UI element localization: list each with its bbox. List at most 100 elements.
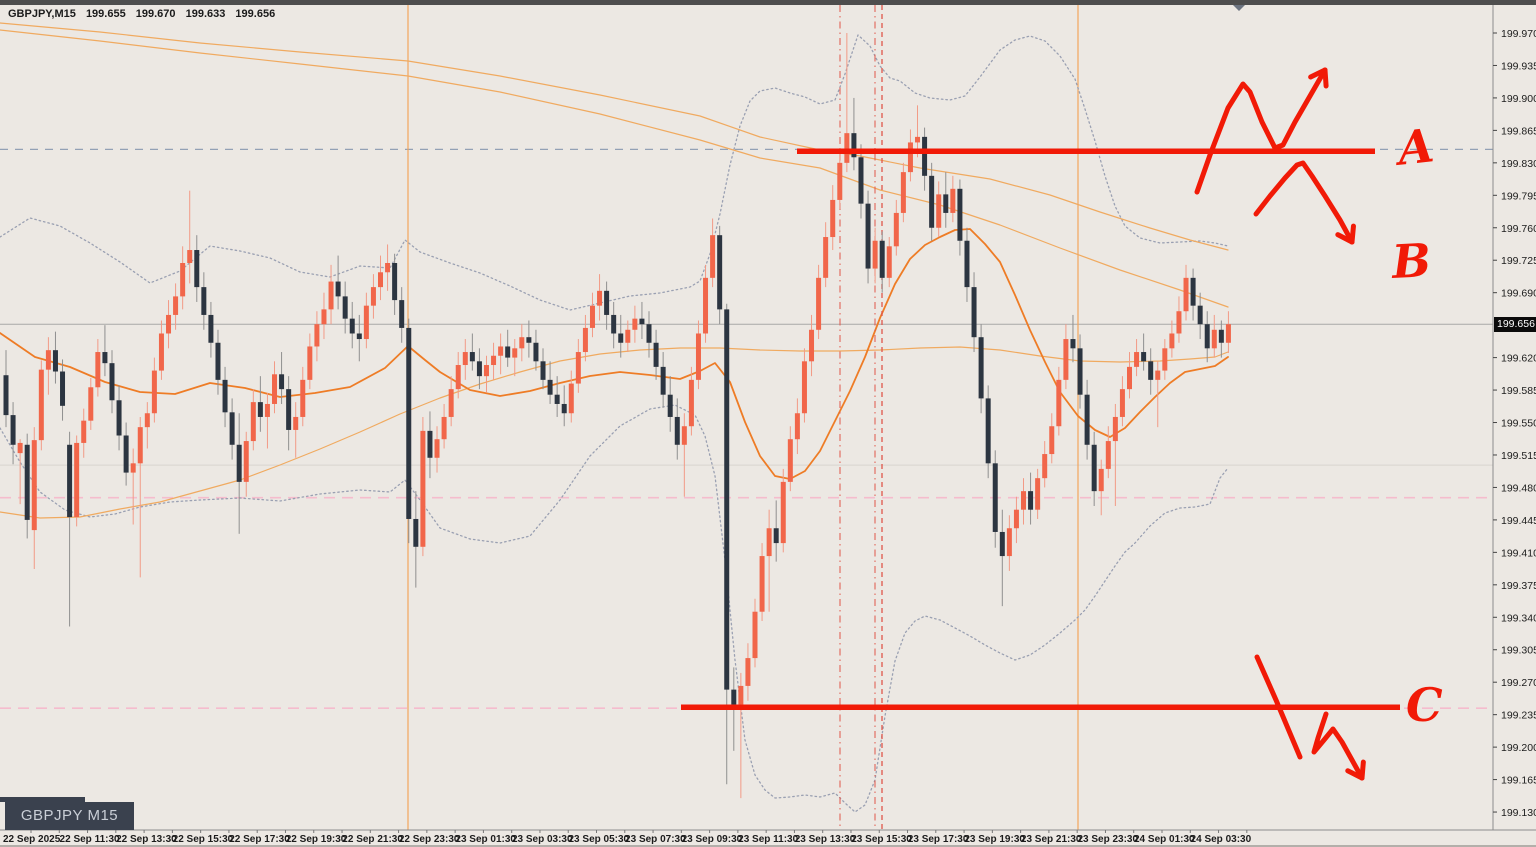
- candle-body: [766, 528, 772, 557]
- candle-body: [1225, 324, 1231, 343]
- candle-body: [816, 277, 822, 330]
- candle-body: [130, 463, 136, 473]
- candle-body: [10, 415, 16, 445]
- candle-body: [74, 442, 80, 518]
- price-tick-label: 199.305: [1501, 645, 1536, 657]
- price-tick-label: 199.200: [1501, 742, 1536, 754]
- candle-body: [653, 342, 659, 367]
- candle-body: [342, 296, 348, 319]
- price-tick-label: 199.690: [1501, 288, 1536, 300]
- candle-body: [794, 413, 800, 440]
- candle-body: [858, 157, 864, 204]
- candle-body: [929, 175, 935, 228]
- candle-body: [1063, 339, 1069, 380]
- candle-body: [604, 290, 610, 315]
- zigzag-up-arrow[interactable]: [1194, 67, 1328, 195]
- candle-body: [17, 442, 23, 454]
- candle-body: [830, 199, 836, 238]
- price-tick-label: 199.970: [1501, 28, 1536, 40]
- candle-body: [1105, 441, 1111, 469]
- candle-body: [448, 389, 454, 417]
- candle-body: [886, 246, 892, 278]
- candle-body: [158, 333, 164, 371]
- ma-slow2-line: [0, 29, 1229, 308]
- candle-body: [491, 355, 497, 366]
- candle-body: [300, 379, 306, 417]
- candle-body: [893, 212, 899, 247]
- candle-body: [293, 416, 299, 430]
- candle-body: [745, 658, 751, 686]
- time-axis-label: 22 Sep 13:30: [116, 834, 177, 845]
- candle-body: [1155, 370, 1161, 380]
- candle-body: [31, 440, 37, 531]
- candle-body: [434, 439, 440, 458]
- annotation-letter-b[interactable]: B: [1390, 233, 1433, 289]
- candle-body: [1162, 348, 1168, 371]
- candle-body: [1148, 361, 1154, 380]
- candle-body: [498, 346, 504, 356]
- time-axis-label: 22 Sep 21:30: [342, 834, 403, 845]
- candle-body: [1176, 311, 1182, 334]
- time-axis-label: 24 Sep 03:30: [1191, 834, 1252, 845]
- candle-body: [681, 426, 687, 445]
- candle-body: [370, 287, 376, 306]
- quote-close: 199.656: [235, 8, 276, 20]
- candle-body: [462, 352, 468, 366]
- quote-high: 199.670: [135, 8, 176, 20]
- candles-layer: [3, 33, 1231, 799]
- price-tick-label: 199.935: [1501, 60, 1536, 72]
- candle-body: [759, 556, 765, 612]
- candle-body: [717, 235, 723, 310]
- candle-body: [1190, 277, 1196, 306]
- zigzag-up-arrow-arrowhead-2: [1308, 67, 1328, 80]
- candle-body: [519, 337, 525, 349]
- hook-down-arrow[interactable]: [1311, 711, 1365, 781]
- candle-body: [180, 263, 186, 297]
- candle-body: [250, 402, 256, 442]
- candle-body: [978, 337, 984, 399]
- candle-body: [377, 272, 383, 288]
- candle-body: [321, 309, 327, 325]
- candle-body: [151, 370, 157, 414]
- candle-body: [773, 528, 779, 544]
- time-axis-label: 23 Sep 01:30: [455, 834, 516, 845]
- time-axis-label: 23 Sep 13:30: [795, 834, 856, 845]
- symbol-quote-header: GBPJPY,M15 199.655 199.670 199.633 199.6…: [8, 8, 282, 20]
- candle-body: [1084, 394, 1090, 445]
- candle-body: [660, 366, 666, 395]
- price-tick-label: 199.410: [1501, 547, 1536, 559]
- candle-body: [561, 403, 567, 414]
- candle-body: [738, 685, 744, 705]
- chart-shift-marker-icon[interactable]: [1233, 5, 1245, 11]
- price-axis[interactable]: 199.970 199.935 199.900 199.865 199.830 199.7…: [1493, 28, 1536, 819]
- candle-body: [166, 314, 172, 334]
- candle-body: [957, 188, 963, 241]
- price-tick-label: 199.270: [1501, 677, 1536, 689]
- ma-slow-line: [0, 22, 1229, 251]
- annotation-letter-c[interactable]: C: [1406, 678, 1443, 732]
- candle-body: [950, 188, 956, 213]
- candle-body: [1112, 416, 1118, 442]
- cross-stroke[interactable]: [1254, 654, 1303, 760]
- candle-body: [1126, 366, 1132, 390]
- candle-body: [512, 348, 518, 358]
- annotation-letter-a[interactable]: A: [1395, 118, 1437, 176]
- candle-body: [639, 318, 645, 325]
- candle-body: [476, 361, 482, 377]
- time-axis-label: 24 Sep 01:30: [1134, 834, 1195, 845]
- candle-body: [1006, 528, 1012, 557]
- current-price-badge: 199.656: [1494, 317, 1536, 332]
- time-axis-label: 23 Sep 09:30: [682, 834, 743, 845]
- candle-body: [1183, 277, 1189, 312]
- candle-body: [674, 416, 680, 445]
- candle-body: [349, 318, 355, 334]
- candle-body: [420, 430, 426, 547]
- candle-body: [582, 327, 588, 353]
- zigzag-down-arrow[interactable]: [1253, 160, 1355, 245]
- quote-low: 199.633: [185, 8, 226, 20]
- symbol-watermark-label: GBPJPY M15: [5, 802, 134, 830]
- candle-body: [710, 235, 716, 278]
